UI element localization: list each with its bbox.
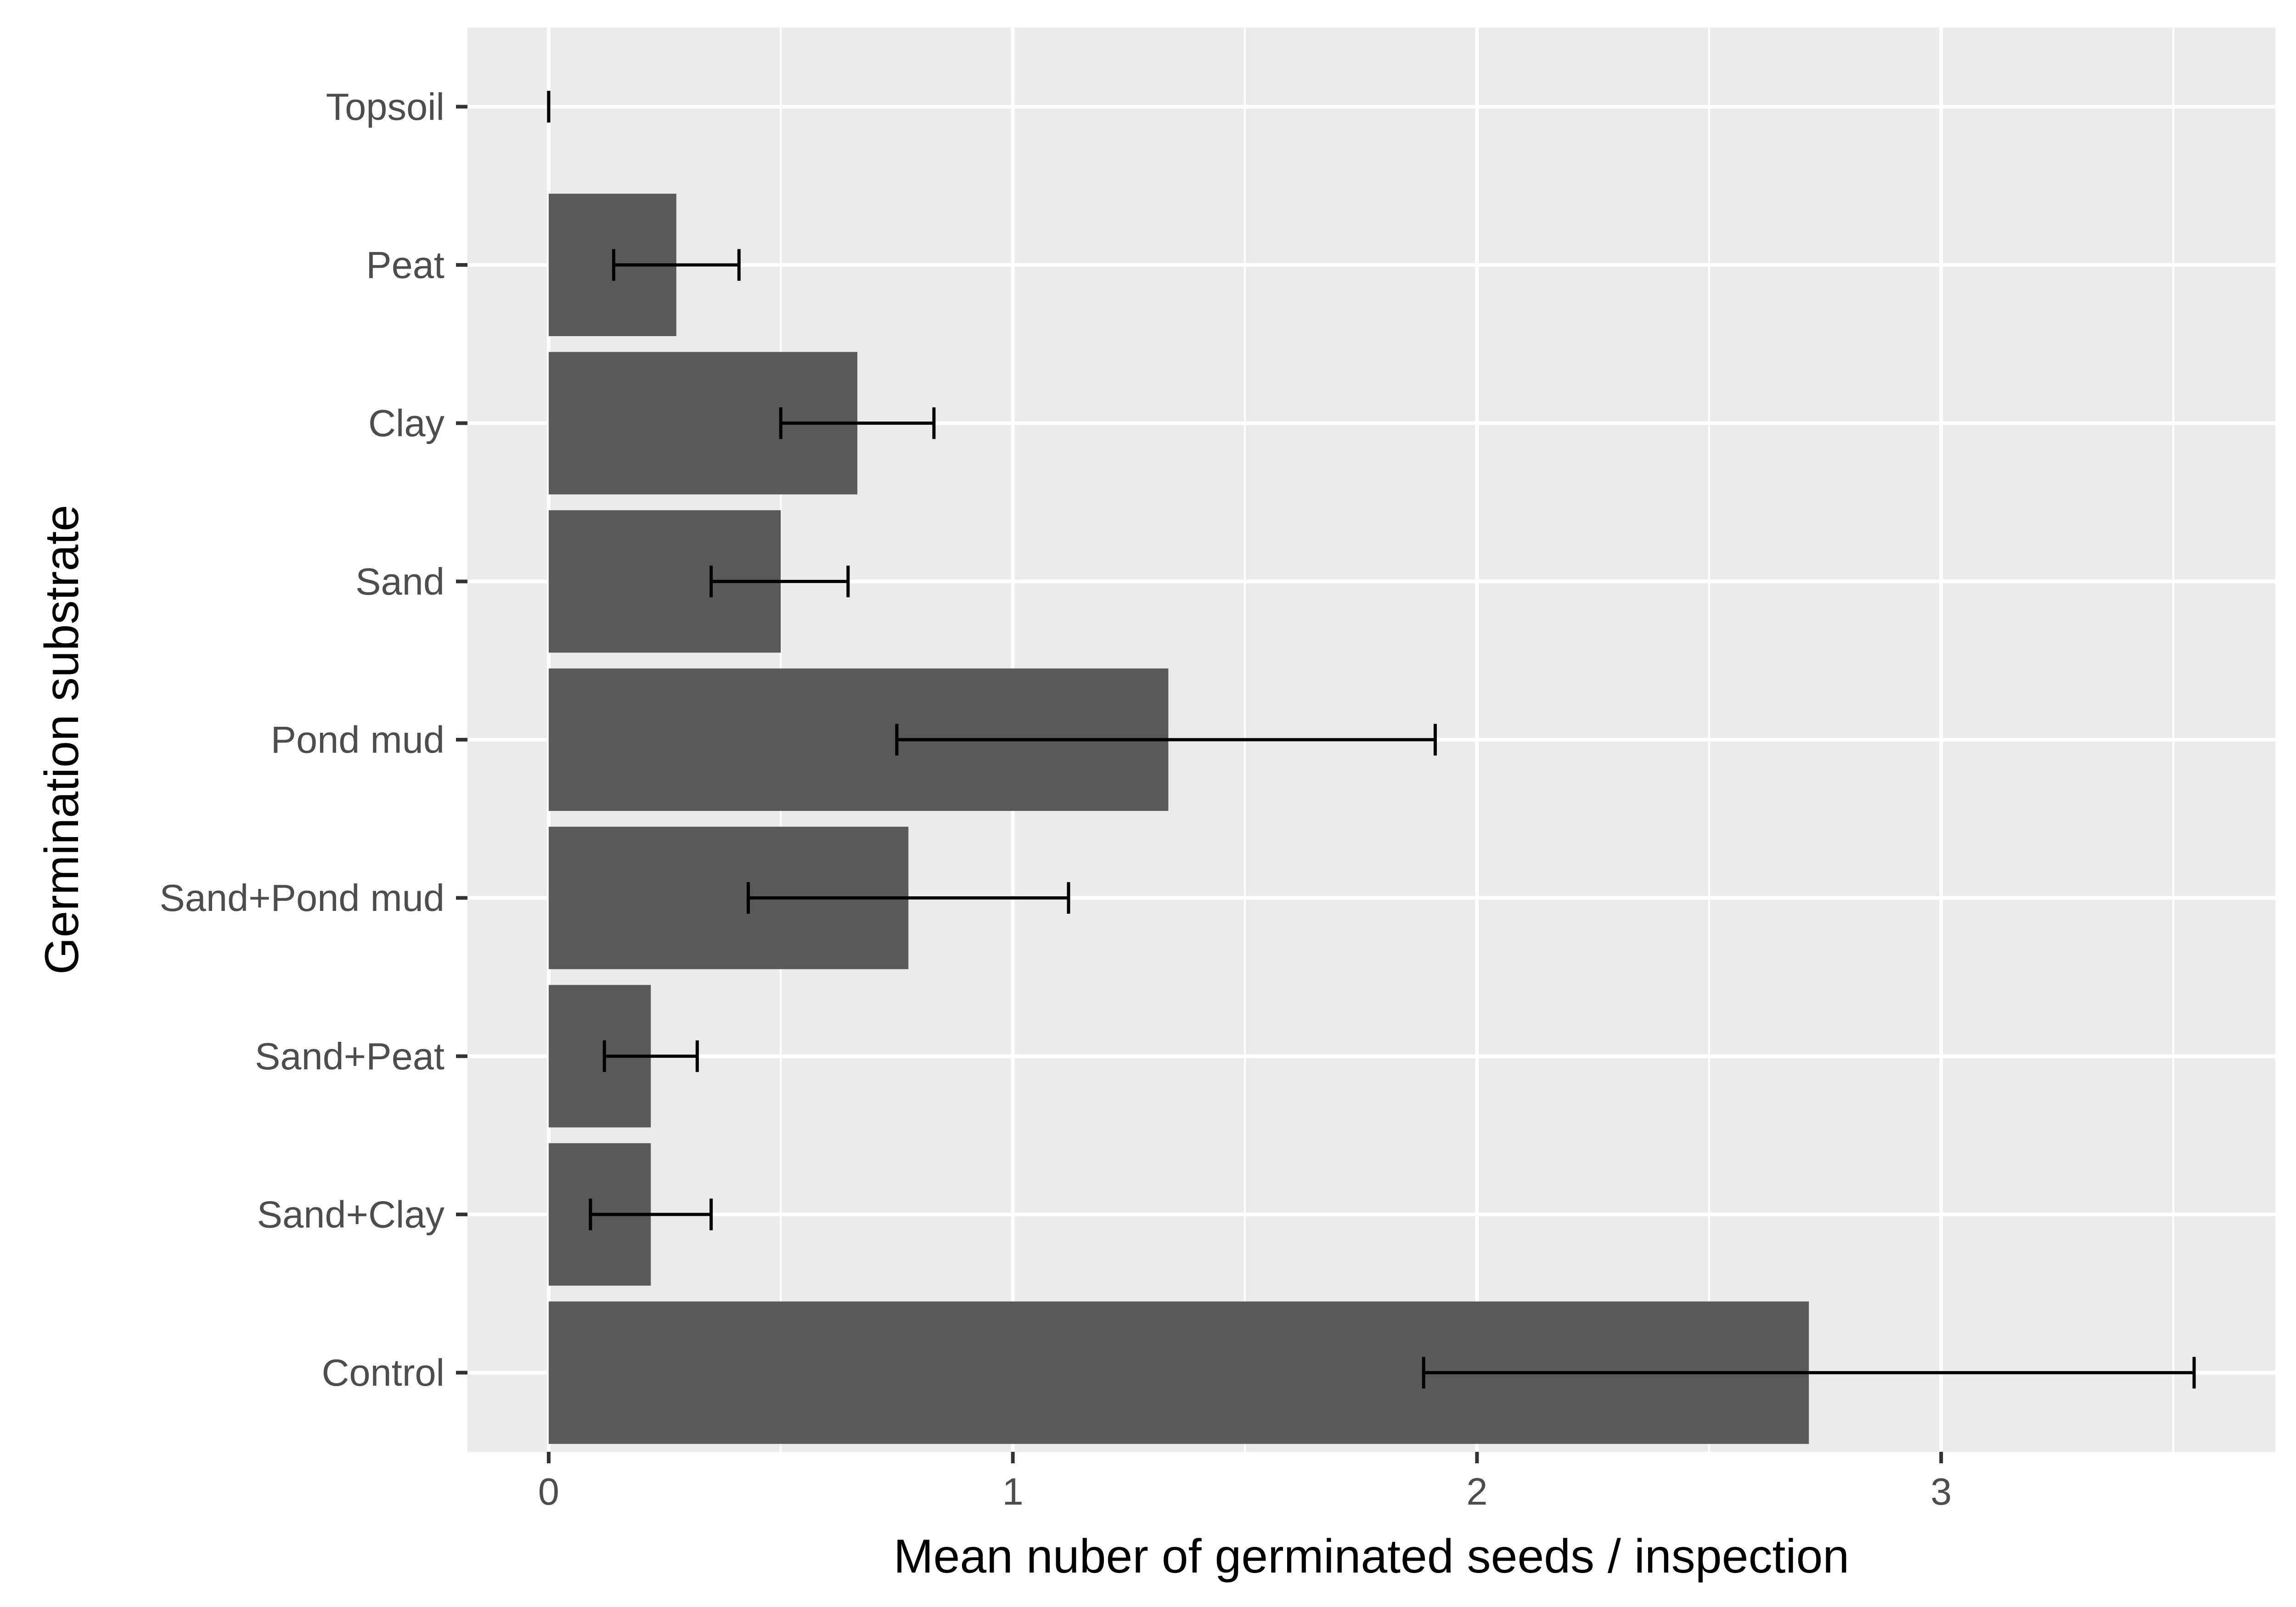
error-bar <box>779 407 936 439</box>
y-tick-label: Sand <box>355 560 445 603</box>
y-tick-label: Control <box>321 1351 445 1394</box>
y-tick-label: Peat <box>366 244 445 287</box>
y-tick-label: Sand+Clay <box>257 1193 445 1236</box>
y-tick-label: Pond mud <box>271 719 445 761</box>
error-bars <box>547 90 2196 1389</box>
x-axis-title: Mean nuber of germinated seeds / inspect… <box>894 1530 1849 1583</box>
y-tick-label: Topsoil <box>326 85 445 128</box>
axes: Topsoil Peat Clay Sand Pond mud Sand+Pond mud… <box>159 85 1952 1513</box>
error-bar <box>602 1040 699 1072</box>
y-tick-label: Sand+Peat <box>255 1035 445 1078</box>
error-bar <box>1422 1357 2196 1389</box>
x-tick-label: 0 <box>538 1470 559 1513</box>
gridlines <box>467 28 2275 1452</box>
y-tick-label: Sand+Pond mud <box>159 877 445 919</box>
y-axis-title: Germination substrate <box>35 505 89 974</box>
x-tick-label: 1 <box>1002 1470 1024 1513</box>
error-bar <box>709 565 850 597</box>
x-tick-label: 3 <box>1930 1470 1952 1513</box>
error-bar <box>612 249 741 281</box>
error-bar <box>747 882 1070 914</box>
x-tick-label: 2 <box>1466 1470 1487 1513</box>
error-bar <box>589 1198 713 1231</box>
y-tick-label: Clay <box>368 402 445 444</box>
bars <box>548 193 1809 1444</box>
error-bar <box>895 724 1437 756</box>
